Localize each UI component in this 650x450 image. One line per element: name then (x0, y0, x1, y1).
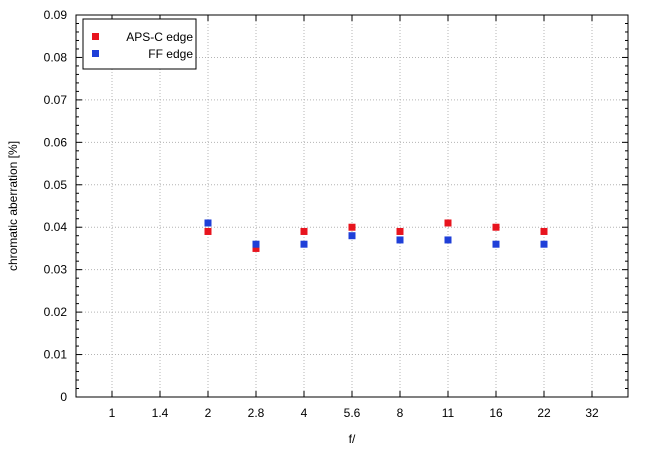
x-tick-label: 8 (397, 406, 404, 420)
legend-box (82, 18, 197, 70)
x-tick-label: 2.8 (248, 406, 265, 420)
data-point-ff (396, 236, 404, 244)
data-point-aps-c (396, 227, 404, 235)
data-point-aps-c (540, 227, 548, 235)
y-tick-label: 0.08 (44, 50, 68, 64)
y-tick-label: 0.04 (44, 220, 68, 234)
x-axis-ticks: 1 1.4 2 2.8 4 5.6 8 11 16 22 32 (109, 15, 599, 420)
x-tick-label: 11 (442, 406, 455, 420)
x-tick-label: 5.6 (344, 406, 361, 420)
data-point-ff (444, 236, 452, 244)
data-point-aps-c (252, 244, 260, 252)
x-tick-label: 22 (537, 406, 551, 420)
data-point-ff (348, 232, 356, 240)
data-point-aps-c (444, 219, 452, 227)
legend-label-aps-c: APS-C edge (126, 30, 193, 44)
x-tick-label: 32 (585, 406, 599, 420)
x-tick-label: 1 (109, 406, 116, 420)
y-tick-label: 0.03 (44, 263, 68, 277)
y-tick-label: 0.07 (44, 93, 68, 107)
data-points (204, 219, 548, 252)
data-point-ff (492, 240, 500, 248)
x-axis-label: f/ (349, 432, 356, 446)
data-point-aps-c (492, 223, 500, 231)
x-tick-label: 4 (301, 406, 308, 420)
data-point-ff (540, 240, 548, 248)
legend-label-ff: FF edge (148, 47, 193, 61)
y-tick-label: 0.05 (44, 178, 68, 192)
data-point-aps-c (348, 223, 356, 231)
data-point-aps-c (300, 227, 308, 235)
data-point-aps-c (204, 227, 212, 235)
y-tick-label: 0.06 (44, 135, 68, 149)
y-tick-label: 0.01 (44, 348, 68, 362)
x-tick-label: 2 (205, 406, 212, 420)
x-tick-label: 16 (489, 406, 503, 420)
legend: APS-C edge FF edge (82, 18, 197, 70)
y-axis-label: chromatic aberration [%] (6, 141, 20, 271)
data-point-ff (204, 219, 212, 227)
x-tick-label: 1.4 (152, 406, 169, 420)
legend-marker-aps-c (92, 33, 99, 40)
y-tick-label: 0.02 (44, 305, 68, 319)
data-point-ff (300, 240, 308, 248)
data-point-ff (252, 240, 260, 248)
y-axis-ticks: 0 0.01 0.02 0.03 0.04 0.05 0.06 0.07 0.08 0.09 (44, 8, 628, 404)
y-tick-label: 0.09 (44, 8, 68, 22)
legend-marker-ff (92, 50, 99, 57)
grid-lines (76, 15, 628, 397)
y-tick-label: 0 (60, 390, 67, 404)
